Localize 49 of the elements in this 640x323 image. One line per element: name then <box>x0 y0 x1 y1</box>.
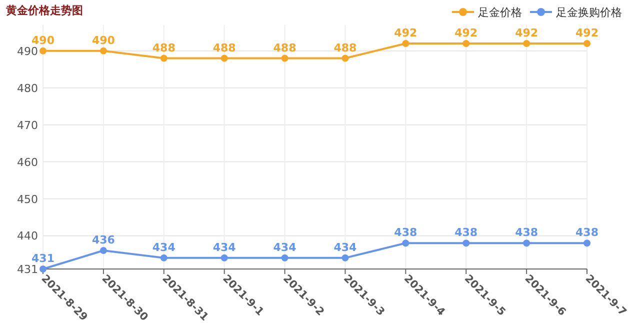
data-label: 436 <box>92 234 116 247</box>
data-label: 490 <box>92 34 116 47</box>
data-label: 488 <box>334 41 357 54</box>
data-label: 434 <box>334 240 358 254</box>
point <box>523 240 530 247</box>
y-tick-label: 450 <box>17 192 38 206</box>
y-tick-label: 460 <box>17 156 38 169</box>
data-label: 490 <box>32 34 55 47</box>
point <box>281 254 288 262</box>
point <box>40 47 46 54</box>
point <box>523 40 530 47</box>
point <box>342 54 349 62</box>
point <box>160 54 168 62</box>
data-label: 438 <box>576 226 598 240</box>
point <box>220 54 228 62</box>
y-tick-label: 480 <box>17 82 38 95</box>
point <box>220 254 228 262</box>
data-label: 488 <box>152 41 176 54</box>
data-label: 438 <box>515 226 538 240</box>
data-label: 431 <box>32 252 54 265</box>
y-tick-label: 470 <box>17 118 38 132</box>
y-tick-label: 440 <box>17 230 38 243</box>
point <box>100 47 107 54</box>
data-label: 492 <box>576 26 598 40</box>
data-label: 492 <box>454 26 478 40</box>
legend-label: 足金价格 <box>478 6 522 19</box>
point <box>584 40 590 47</box>
point <box>160 254 168 262</box>
chart-title: 黄金价格走势图 <box>5 4 83 17</box>
point <box>462 40 470 47</box>
point <box>100 247 107 254</box>
data-label: 434 <box>212 240 236 254</box>
point <box>342 254 349 262</box>
legend-label: 足金换购价格 <box>556 6 622 19</box>
point <box>402 240 410 247</box>
data-label: 438 <box>454 226 478 240</box>
y-tick-label: 431 <box>17 263 38 276</box>
y-tick-label: 490 <box>17 44 38 58</box>
data-label: 438 <box>394 226 418 240</box>
data-label: 434 <box>273 240 297 254</box>
data-label: 492 <box>394 26 418 40</box>
point <box>281 54 288 62</box>
point <box>584 240 590 247</box>
data-label: 492 <box>515 26 538 40</box>
point <box>402 40 410 47</box>
data-label: 434 <box>152 240 176 254</box>
data-label: 488 <box>212 41 236 54</box>
point <box>462 240 470 247</box>
data-label: 488 <box>273 41 296 54</box>
